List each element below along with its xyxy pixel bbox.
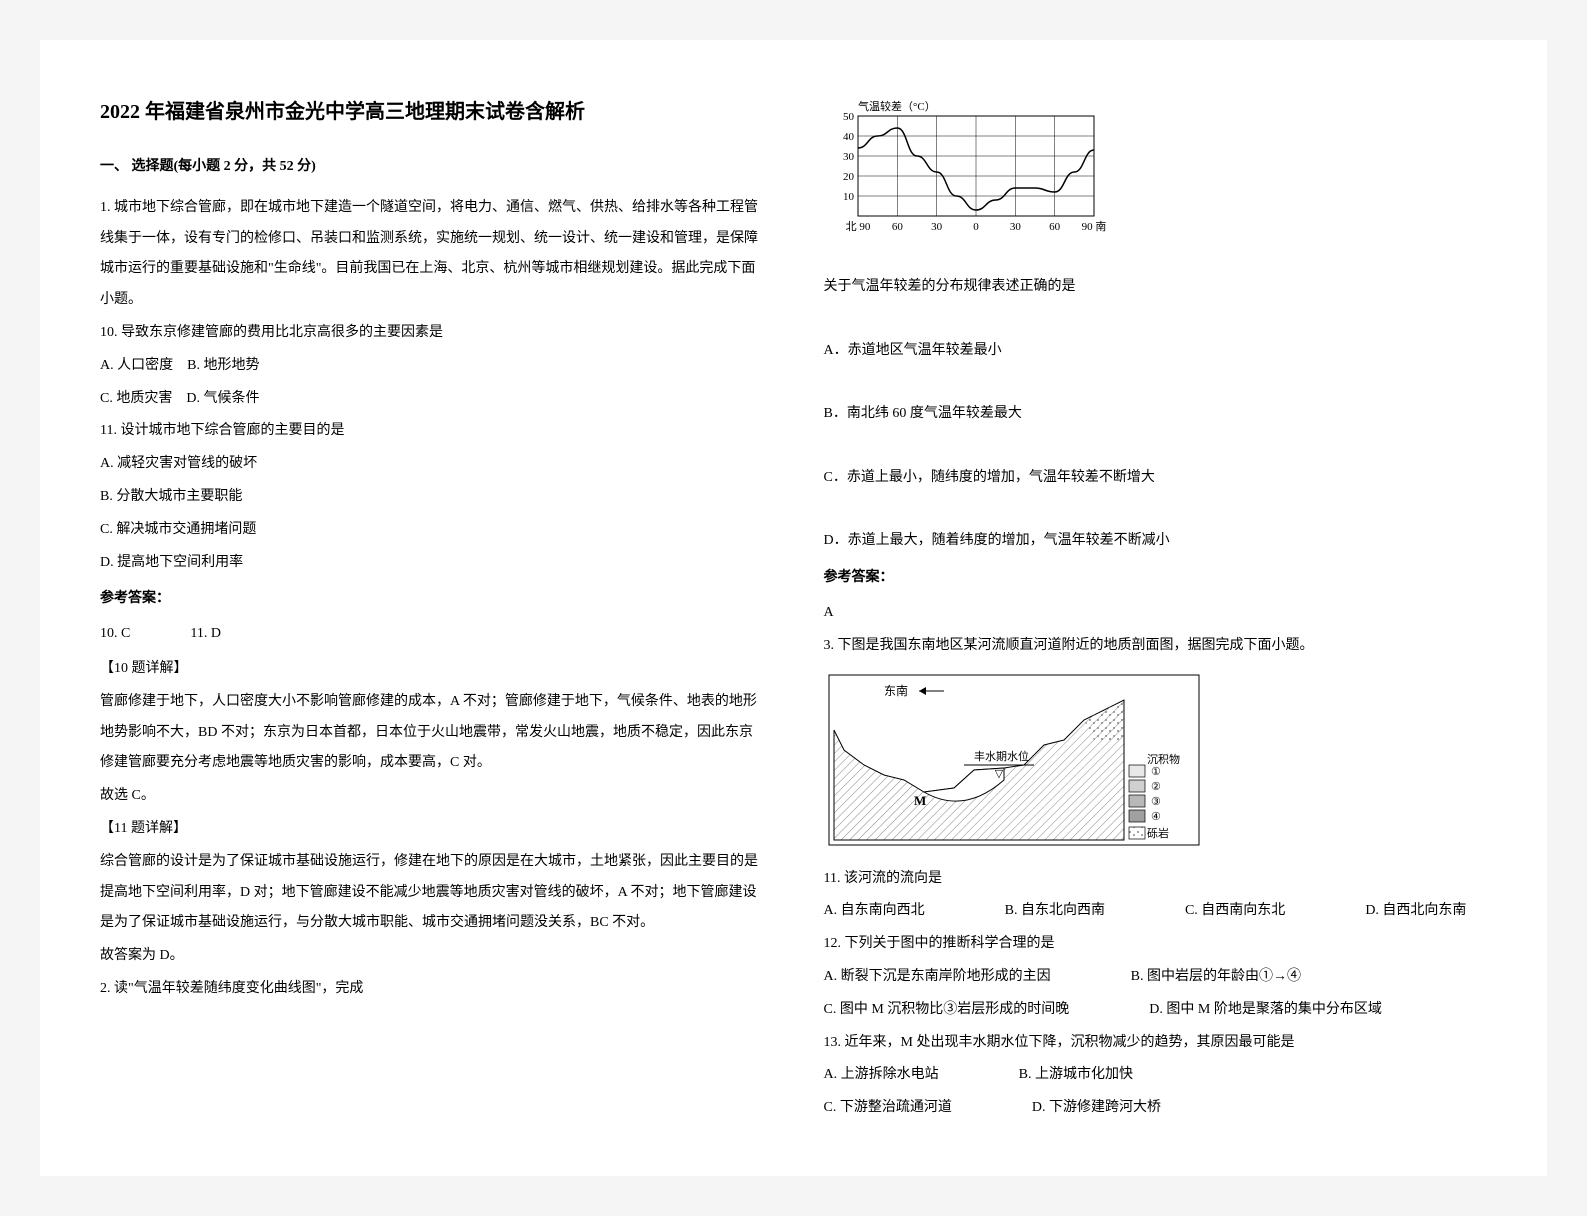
q11-opt-c: C. 解决城市交通拥堵问题 (100, 515, 764, 546)
svg-text:②: ② (1151, 781, 1161, 793)
page-title: 2022 年福建省泉州市金光中学高三地理期末试卷含解析 (100, 90, 764, 134)
q11-opt-b: B. 分散大城市主要职能 (100, 482, 764, 513)
geology-diagram: 东南丰水期水位 ▽ M 沉积物① ② ③ ④ 砾岩 (824, 670, 1488, 850)
section-heading: 一、 选择题(每小题 2 分，共 52 分) (100, 152, 764, 183)
svg-text:10: 10 (843, 191, 855, 203)
q2-opt-b: B．南北纬 60 度气温年较差最大 (824, 399, 1488, 430)
q3-13-d: D. 下游修建跨河大桥 (1032, 1093, 1161, 1124)
q3-12-b: B. 图中岩层的年龄由①→④ (1131, 962, 1301, 993)
exp10-body: 管廊修建于地下，人口密度大小不影响管廊修建的成本，A 不对；管廊修建于地下，气候… (100, 687, 764, 779)
q2-answer: A (824, 598, 1488, 629)
svg-text:▽: ▽ (994, 768, 1003, 780)
q10-options-row1: A. 人口密度 B. 地形地势 (100, 351, 764, 382)
svg-text:沉积物: 沉积物 (1147, 752, 1180, 766)
q3-12-row1: A. 断裂下沉是东南岸阶地形成的主因 B. 图中岩层的年龄由①→④ (824, 962, 1488, 993)
temperature-chart: 气温较差（°C） 10 20 30 40 50 北 90 60 30 0 30 60 90 南 (824, 98, 1488, 258)
q3-12-stem: 12. 下列关于图中的推断科学合理的是 (824, 929, 1488, 960)
q3-13-b: B. 上游城市化加快 (1019, 1060, 1133, 1091)
q3-13-a: A. 上游拆除水电站 (824, 1060, 939, 1091)
q3-11-b: B. 自东北向西南 (1005, 896, 1105, 927)
q11-opt-a: A. 减轻灾害对管线的破坏 (100, 449, 764, 480)
svg-text:东南: 东南 (884, 683, 908, 698)
exp10-end: 故选 C。 (100, 781, 764, 812)
q3-13-stem: 13. 近年来，M 处出现丰水期水位下降，沉积物减少的趋势，其原因最可能是 (824, 1028, 1488, 1059)
q11-stem: 11. 设计城市地下综合管廊的主要目的是 (100, 416, 764, 447)
exp10-head: 【10 题详解】 (100, 654, 764, 685)
svg-text:气温较差（°C）: 气温较差（°C） (858, 99, 936, 113)
svg-text:M: M (914, 793, 926, 808)
ans-11: 11. D (190, 619, 221, 650)
q2-opt-d: D．赤道上最大，随着纬度的增加，气温年较差不断减小 (824, 526, 1488, 557)
svg-text:③: ③ (1151, 796, 1161, 808)
chart-svg: 气温较差（°C） 10 20 30 40 50 北 90 60 30 0 30 60 90 南 (824, 98, 1124, 258)
right-column: 气温较差（°C） 10 20 30 40 50 北 90 60 30 0 30 60 90 南 关于气温… (824, 90, 1488, 1126)
exam-page: 2022 年福建省泉州市金光中学高三地理期末试卷含解析 一、 选择题(每小题 2… (40, 40, 1547, 1176)
svg-text:60: 60 (1049, 221, 1061, 233)
q2-opt-c: C．赤道上最小，随纬度的增加，气温年较差不断增大 (824, 463, 1488, 494)
q2-prompt: 关于气温年较差的分布规律表述正确的是 (824, 272, 1488, 303)
q3-13-c: C. 下游整治疏通河道 (824, 1093, 952, 1124)
q3-11-d: D. 自西北向东南 (1365, 896, 1466, 927)
svg-text:①: ① (1151, 766, 1161, 778)
svg-text:砾岩: 砾岩 (1147, 826, 1169, 840)
svg-text:40: 40 (843, 131, 855, 143)
q11-opt-d: D. 提高地下空间利用率 (100, 548, 764, 579)
q2-opt-a: A．赤道地区气温年较差最小 (824, 336, 1488, 367)
q3-intro: 3. 下图是我国东南地区某河流顺直河道附近的地质剖面图，据图完成下面小题。 (824, 631, 1488, 662)
ref-answer-label-2: 参考答案： (824, 563, 1488, 594)
q3-12-d: D. 图中 M 阶地是聚落的集中分布区域 (1149, 995, 1382, 1026)
q10-opt-a: A. 人口密度 (100, 358, 173, 373)
svg-text:④: ④ (1151, 811, 1161, 823)
exp11-body: 综合管廊的设计是为了保证城市基础设施运行，修建在地下的原因是在大城市，土地紧张，… (100, 847, 764, 939)
svg-text:0: 0 (973, 221, 979, 233)
svg-text:30: 30 (843, 151, 855, 163)
svg-text:60: 60 (891, 221, 903, 233)
q3-13-row2: C. 下游整治疏通河道 D. 下游修建跨河大桥 (824, 1093, 1488, 1124)
svg-text:30: 30 (931, 221, 943, 233)
q3-11-stem: 11. 该河流的流向是 (824, 864, 1488, 895)
q3-12-c: C. 图中 M 沉积物比③岩层形成的时间晚 (824, 995, 1070, 1026)
svg-text:丰水期水位: 丰水期水位 (974, 749, 1029, 763)
q10-options-row2: C. 地质灾害 D. 气候条件 (100, 384, 764, 415)
q10-opt-c: C. 地质灾害 (100, 391, 172, 406)
svg-text:90 南: 90 南 (1081, 220, 1106, 233)
svg-text:30: 30 (1009, 221, 1021, 233)
q3-12-row2: C. 图中 M 沉积物比③岩层形成的时间晚 D. 图中 M 阶地是聚落的集中分布… (824, 995, 1488, 1026)
exp11-end: 故答案为 D。 (100, 941, 764, 972)
svg-text:20: 20 (843, 171, 855, 183)
q10-opt-b: B. 地形地势 (187, 358, 259, 373)
q3-11-c: C. 自西南向东北 (1185, 896, 1285, 927)
q3-13-row1: A. 上游拆除水电站 B. 上游城市化加快 (824, 1060, 1488, 1091)
q2-stem: 2. 读"气温年较差随纬度变化曲线图"，完成 (100, 974, 764, 1005)
q3-12-a: A. 断裂下沉是东南岸阶地形成的主因 (824, 962, 1051, 993)
ans-10: 10. C (100, 619, 130, 650)
q3-11-a: A. 自东南向西北 (824, 896, 925, 927)
q3-11-options: A. 自东南向西北 B. 自东北向西南 C. 自西南向东北 D. 自西北向东南 (824, 896, 1488, 927)
ref-answer-label-1: 参考答案： (100, 584, 764, 615)
answers-row: 10. C 11. D (100, 619, 764, 650)
left-column: 2022 年福建省泉州市金光中学高三地理期末试卷含解析 一、 选择题(每小题 2… (100, 90, 764, 1126)
diagram-svg: 东南丰水期水位 ▽ M 沉积物① ② ③ ④ 砾岩 (824, 670, 1204, 850)
svg-text:北 90: 北 90 (845, 220, 870, 233)
svg-text:50: 50 (843, 111, 855, 123)
q10-opt-d: D. 气候条件 (186, 391, 259, 406)
exp11-head: 【11 题详解】 (100, 814, 764, 845)
q1-intro: 1. 城市地下综合管廊，即在城市地下建造一个隧道空间，将电力、通信、燃气、供热、… (100, 193, 764, 316)
q10-stem: 10. 导致东京修建管廊的费用比北京高很多的主要因素是 (100, 318, 764, 349)
